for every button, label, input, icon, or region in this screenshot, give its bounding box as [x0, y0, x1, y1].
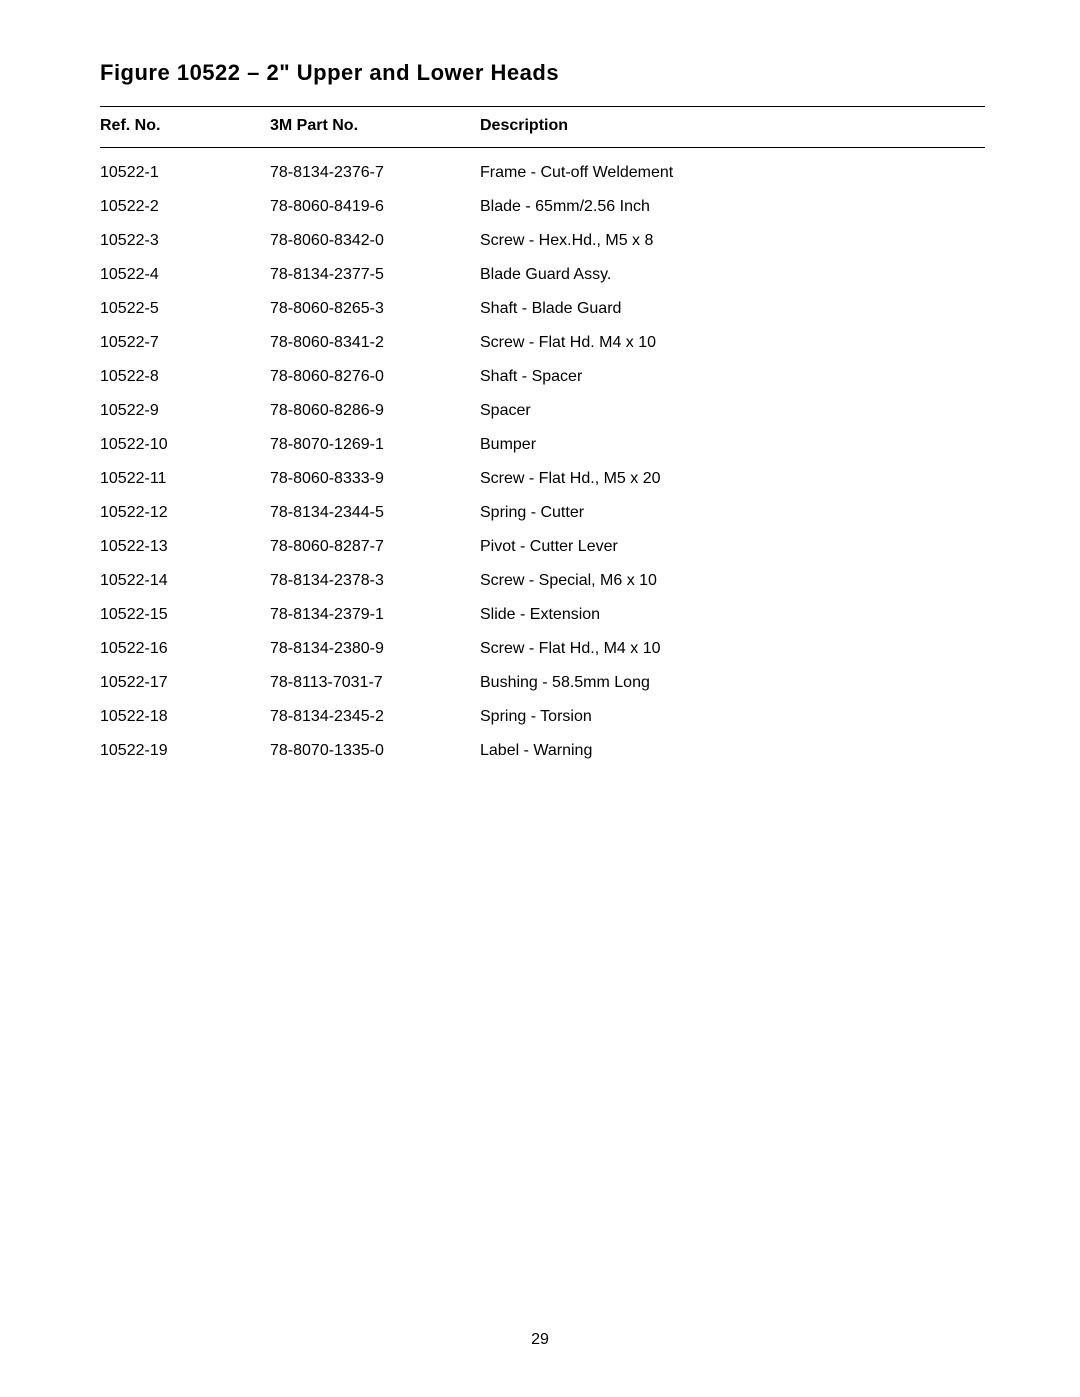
parts-table: Ref. No. 3M Part No. Description 10522-1… [100, 106, 985, 768]
cell-part: 78-8060-8265-3 [270, 292, 480, 326]
table-row: 10522-178-8134-2376-7Frame - Cut-off Wel… [100, 148, 985, 191]
figure-title: Figure 10522 – 2" Upper and Lower Heads [100, 60, 985, 86]
column-header-desc: Description [480, 107, 985, 148]
table-row: 10522-1778-8113-7031-7Bushing - 58.5mm L… [100, 666, 985, 700]
table-row: 10522-778-8060-8341-2Screw - Flat Hd. M4… [100, 326, 985, 360]
cell-desc: Screw - Flat Hd., M4 x 10 [480, 632, 985, 666]
cell-part: 78-8134-2345-2 [270, 700, 480, 734]
cell-ref: 10522-10 [100, 428, 270, 462]
cell-part: 78-8113-7031-7 [270, 666, 480, 700]
cell-desc: Blade - 65mm/2.56 Inch [480, 190, 985, 224]
cell-part: 78-8070-1335-0 [270, 734, 480, 768]
table-row: 10522-478-8134-2377-5Blade Guard Assy. [100, 258, 985, 292]
cell-desc: Screw - Flat Hd. M4 x 10 [480, 326, 985, 360]
cell-desc: Label - Warning [480, 734, 985, 768]
cell-ref: 10522-12 [100, 496, 270, 530]
cell-desc: Spacer [480, 394, 985, 428]
table-row: 10522-578-8060-8265-3Shaft - Blade Guard [100, 292, 985, 326]
cell-desc: Screw - Special, M6 x 10 [480, 564, 985, 598]
cell-part: 78-8060-8342-0 [270, 224, 480, 258]
cell-ref: 10522-14 [100, 564, 270, 598]
cell-ref: 10522-3 [100, 224, 270, 258]
table-row: 10522-378-8060-8342-0Screw - Hex.Hd., M5… [100, 224, 985, 258]
cell-ref: 10522-9 [100, 394, 270, 428]
cell-desc: Shaft - Blade Guard [480, 292, 985, 326]
cell-ref: 10522-1 [100, 148, 270, 191]
cell-part: 78-8060-8419-6 [270, 190, 480, 224]
table-row: 10522-278-8060-8419-6Blade - 65mm/2.56 I… [100, 190, 985, 224]
cell-ref: 10522-8 [100, 360, 270, 394]
cell-desc: Slide - Extension [480, 598, 985, 632]
cell-part: 78-8134-2377-5 [270, 258, 480, 292]
cell-ref: 10522-4 [100, 258, 270, 292]
cell-desc: Blade Guard Assy. [480, 258, 985, 292]
cell-desc: Spring - Cutter [480, 496, 985, 530]
table-row: 10522-878-8060-8276-0Shaft - Spacer [100, 360, 985, 394]
page-number: 29 [0, 1331, 1080, 1349]
cell-desc: Pivot - Cutter Lever [480, 530, 985, 564]
cell-part: 78-8060-8276-0 [270, 360, 480, 394]
table-row: 10522-1278-8134-2344-5Spring - Cutter [100, 496, 985, 530]
cell-part: 78-8060-8286-9 [270, 394, 480, 428]
cell-ref: 10522-17 [100, 666, 270, 700]
cell-desc: Frame - Cut-off Weldement [480, 148, 985, 191]
table-row: 10522-1078-8070-1269-1Bumper [100, 428, 985, 462]
cell-ref: 10522-11 [100, 462, 270, 496]
cell-desc: Spring - Torsion [480, 700, 985, 734]
table-row: 10522-1978-8070-1335-0Label - Warning [100, 734, 985, 768]
cell-desc: Screw - Hex.Hd., M5 x 8 [480, 224, 985, 258]
cell-part: 78-8134-2379-1 [270, 598, 480, 632]
cell-part: 78-8070-1269-1 [270, 428, 480, 462]
cell-ref: 10522-7 [100, 326, 270, 360]
table-row: 10522-978-8060-8286-9Spacer [100, 394, 985, 428]
table-row: 10522-1578-8134-2379-1Slide - Extension [100, 598, 985, 632]
cell-part: 78-8134-2376-7 [270, 148, 480, 191]
cell-ref: 10522-2 [100, 190, 270, 224]
table-row: 10522-1678-8134-2380-9Screw - Flat Hd., … [100, 632, 985, 666]
table-row: 10522-1478-8134-2378-3Screw - Special, M… [100, 564, 985, 598]
cell-desc: Bushing - 58.5mm Long [480, 666, 985, 700]
table-row: 10522-1178-8060-8333-9Screw - Flat Hd., … [100, 462, 985, 496]
table-header-row: Ref. No. 3M Part No. Description [100, 107, 985, 148]
cell-desc: Bumper [480, 428, 985, 462]
cell-part: 78-8060-8341-2 [270, 326, 480, 360]
cell-part: 78-8134-2378-3 [270, 564, 480, 598]
cell-ref: 10522-5 [100, 292, 270, 326]
table-row: 10522-1878-8134-2345-2Spring - Torsion [100, 700, 985, 734]
cell-part: 78-8060-8333-9 [270, 462, 480, 496]
cell-desc: Screw - Flat Hd., M5 x 20 [480, 462, 985, 496]
cell-ref: 10522-15 [100, 598, 270, 632]
cell-ref: 10522-13 [100, 530, 270, 564]
column-header-part: 3M Part No. [270, 107, 480, 148]
cell-desc: Shaft - Spacer [480, 360, 985, 394]
cell-part: 78-8060-8287-7 [270, 530, 480, 564]
table-row: 10522-1378-8060-8287-7Pivot - Cutter Lev… [100, 530, 985, 564]
cell-ref: 10522-16 [100, 632, 270, 666]
cell-ref: 10522-18 [100, 700, 270, 734]
cell-part: 78-8134-2344-5 [270, 496, 480, 530]
cell-ref: 10522-19 [100, 734, 270, 768]
column-header-ref: Ref. No. [100, 107, 270, 148]
cell-part: 78-8134-2380-9 [270, 632, 480, 666]
